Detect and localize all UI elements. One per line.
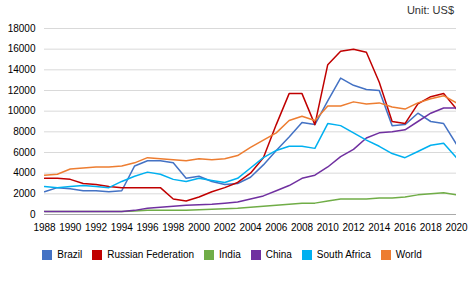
svg-text:2016: 2016 (394, 222, 417, 233)
svg-text:1988: 1988 (33, 222, 56, 233)
html-text:Brazil: Brazil (57, 249, 83, 260)
svg-text:4000: 4000 (13, 167, 36, 178)
svg-text:2020: 2020 (445, 222, 468, 233)
svg-text:12000: 12000 (8, 85, 36, 96)
svg-text:10000: 10000 (8, 105, 36, 116)
svg-text:1994: 1994 (111, 222, 134, 233)
svg-text:16000: 16000 (8, 43, 36, 54)
svg-text:1996: 1996 (136, 222, 159, 233)
svg-text:14000: 14000 (8, 64, 36, 75)
svg-text:1998: 1998 (162, 222, 185, 233)
svg-text:2010: 2010 (317, 222, 340, 233)
svg-text:2000: 2000 (13, 188, 36, 199)
svg-text:2012: 2012 (342, 222, 365, 233)
svg-text:2002: 2002 (214, 222, 237, 233)
html-text:Russian Federation: Russian Federation (107, 249, 194, 260)
svg-text:0: 0 (30, 209, 36, 220)
svg-text:8000: 8000 (13, 126, 36, 137)
svg-text:2004: 2004 (239, 222, 262, 233)
html-text:World: World (395, 249, 422, 260)
html-text:Unit: US$: Unit: US$ (406, 4, 454, 16)
svg-text:2018: 2018 (420, 222, 443, 233)
svg-text:2008: 2008 (291, 222, 314, 233)
html-text:China: China (265, 249, 292, 260)
svg-text:2014: 2014 (368, 222, 391, 233)
svg-text:1990: 1990 (59, 222, 82, 233)
html-text:India: India (219, 249, 241, 260)
svg-text:1992: 1992 (85, 222, 108, 233)
svg-text:2000: 2000 (188, 222, 211, 233)
svg-text:6000: 6000 (13, 147, 36, 158)
svg-text:2006: 2006 (265, 222, 288, 233)
svg-text:18000: 18000 (8, 23, 36, 34)
html-text:South Africa: South Africa (316, 249, 371, 260)
